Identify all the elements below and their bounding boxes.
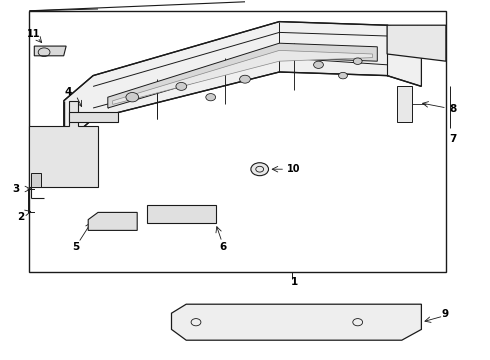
Text: 7: 7 [449, 134, 457, 144]
Circle shape [251, 163, 269, 176]
Text: 2: 2 [18, 212, 24, 222]
Text: 1: 1 [291, 276, 297, 287]
Circle shape [353, 58, 362, 64]
Polygon shape [88, 212, 137, 230]
Text: 8: 8 [449, 104, 456, 114]
Circle shape [176, 82, 187, 90]
Text: 6: 6 [220, 242, 226, 252]
Circle shape [126, 93, 139, 102]
Circle shape [206, 94, 216, 101]
Text: 4: 4 [65, 87, 73, 97]
Text: 11: 11 [26, 29, 40, 39]
Polygon shape [108, 43, 377, 108]
Circle shape [339, 72, 347, 79]
Circle shape [314, 61, 323, 68]
Polygon shape [147, 205, 216, 223]
Polygon shape [172, 304, 421, 340]
Polygon shape [397, 86, 412, 122]
Text: 3: 3 [13, 184, 20, 194]
Polygon shape [64, 22, 421, 144]
Polygon shape [31, 173, 41, 187]
Polygon shape [69, 112, 118, 122]
Text: 5: 5 [73, 242, 79, 252]
Polygon shape [387, 25, 446, 61]
Polygon shape [34, 46, 66, 56]
Text: 10: 10 [287, 164, 300, 174]
Polygon shape [113, 50, 372, 104]
Polygon shape [29, 101, 98, 187]
Circle shape [240, 75, 250, 83]
Text: 9: 9 [441, 309, 448, 319]
